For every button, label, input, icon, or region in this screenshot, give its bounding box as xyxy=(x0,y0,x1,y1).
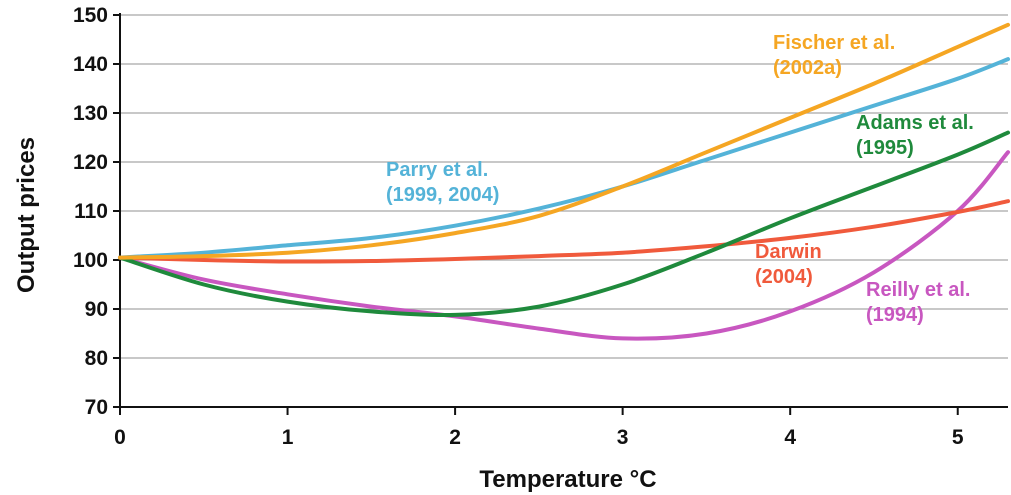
series-label-line: Darwin xyxy=(755,241,822,263)
y-tick-label: 140 xyxy=(73,53,108,76)
x-tick-label: 1 xyxy=(282,426,294,449)
y-tick-label: 70 xyxy=(85,396,108,419)
y-axis-title: Output prices xyxy=(13,137,40,293)
series-label-darwin: Darwin (2004) xyxy=(755,241,822,288)
y-tick-label: 100 xyxy=(73,249,108,272)
x-tick-label: 0 xyxy=(114,426,126,449)
y-tick-label: 120 xyxy=(73,151,108,174)
series-line-parry xyxy=(118,57,1010,260)
x-tick-label: 2 xyxy=(449,426,461,449)
x-tick-label: 5 xyxy=(952,426,964,449)
gridlines xyxy=(120,14,1008,408)
x-tick-label: 4 xyxy=(784,426,796,449)
series-label-line: Reilly et al. xyxy=(866,279,971,301)
series-label-reilly: Reilly et al. (1994) xyxy=(866,279,971,326)
series-label-adams: Adams et al. (1995) xyxy=(856,112,974,159)
series-label-line: Parry et al. xyxy=(386,159,488,181)
series-label-line: (1999, 2004) xyxy=(386,184,499,206)
series-lines xyxy=(118,22,1010,341)
axes xyxy=(113,13,1008,415)
y-tick-label: 130 xyxy=(73,102,108,125)
y-tick-labels: 70 80 90 100 110 120 130 140 150 xyxy=(73,4,108,419)
y-tick-label: 150 xyxy=(73,4,108,27)
series-line-darwin xyxy=(118,199,1010,264)
series-line-adams xyxy=(118,130,1010,318)
series-line-fischer xyxy=(118,22,1010,260)
series-label-line: (2004) xyxy=(755,266,813,288)
series-label-line: Adams et al. xyxy=(856,112,974,134)
series-label-line: (2002a) xyxy=(773,57,842,79)
y-tick-label: 90 xyxy=(85,298,108,321)
series-label-line: Fischer et al. xyxy=(773,32,895,54)
y-tick-label: 110 xyxy=(74,200,108,223)
y-tick-label: 80 xyxy=(85,347,108,370)
series-label-line: (1995) xyxy=(856,137,914,159)
series-labels: Fischer et al. (2002a) Parry et al. (1999, … xyxy=(386,32,974,326)
x-axis-title: Temperature °C xyxy=(479,466,656,493)
series-line-reilly xyxy=(118,150,1010,341)
series-label-parry: Parry et al. (1999, 2004) xyxy=(386,159,499,206)
series-label-line: (1994) xyxy=(866,304,924,326)
series-label-fischer: Fischer et al. (2002a) xyxy=(773,32,895,79)
x-tick-labels: 0 1 2 3 4 5 xyxy=(114,426,964,449)
x-tick-label: 3 xyxy=(617,426,629,449)
